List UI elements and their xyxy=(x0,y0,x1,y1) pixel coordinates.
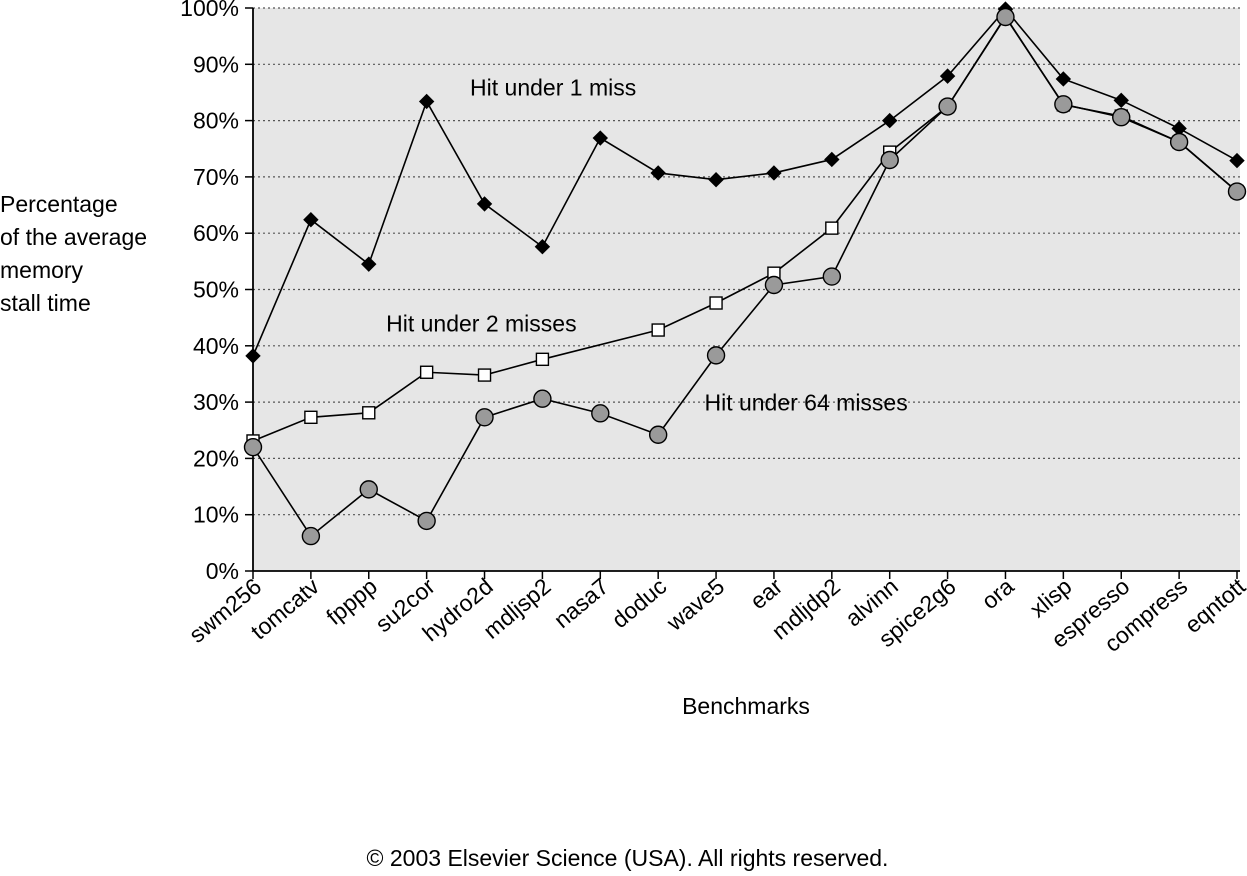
circle-marker xyxy=(996,7,1015,27)
circle-marker xyxy=(359,480,378,499)
y-tick-label: 60% xyxy=(193,220,239,246)
circle-marker xyxy=(706,346,726,365)
circle-marker xyxy=(880,150,899,170)
circle-marker xyxy=(1169,132,1189,152)
y-tick-label: 20% xyxy=(193,445,239,471)
diamond-marker xyxy=(650,165,666,181)
diamond-marker xyxy=(766,165,782,181)
diamond-marker xyxy=(361,256,377,272)
y-tick-label: 50% xyxy=(193,277,239,303)
diamond-marker xyxy=(476,196,493,212)
y-tick-label: 30% xyxy=(193,389,239,415)
y-tick-label: 100% xyxy=(180,0,239,21)
y-axis-title-line: memory xyxy=(0,257,84,283)
diamond-marker xyxy=(1113,92,1129,109)
y-tick-label: 40% xyxy=(193,333,239,359)
y-axis-title-line: of the average xyxy=(0,224,148,250)
circle-marker xyxy=(417,511,436,531)
x-tick-label: ora xyxy=(977,573,1019,614)
series-annotations: Hit under 1 miss Hit under 2 misses Hit un… xyxy=(386,74,908,415)
square-marker xyxy=(477,368,492,382)
y-tick-label: 90% xyxy=(193,51,239,77)
circle-marker xyxy=(648,425,668,444)
circle-marker xyxy=(938,97,957,116)
diamond-marker xyxy=(1055,71,1072,87)
circle-marker xyxy=(1227,182,1247,201)
circle-marker xyxy=(475,408,494,427)
circle-marker xyxy=(243,437,263,457)
y-axis-title: Percentage of the average memory stall t… xyxy=(0,188,175,320)
square-marker xyxy=(651,323,665,337)
x-tick-label: nasa7 xyxy=(549,573,614,633)
diamond-marker xyxy=(708,172,724,188)
y-tick-label: 0% xyxy=(206,558,239,584)
diamond-marker xyxy=(592,130,609,146)
circle-marker xyxy=(764,275,784,295)
circle-marker xyxy=(822,267,842,286)
y-tick-labels: 0% 10% 20% 30% 40% 50% 60% 70% 80% 90% 100% xyxy=(180,0,239,584)
diamond-marker xyxy=(881,112,898,129)
circle-marker xyxy=(301,526,321,546)
square-marker xyxy=(709,296,723,310)
diamond-marker xyxy=(939,68,956,84)
x-axis-title: Benchmarks xyxy=(682,693,810,719)
diamond-marker xyxy=(824,151,840,168)
square-marker xyxy=(419,365,434,379)
x-tick-labels: swm256tomcatvfppppsu2corhydro2dmdljsp2na… xyxy=(184,573,1247,657)
series-annotation: Hit under 64 misses xyxy=(704,390,907,416)
series-markers xyxy=(243,1,1247,546)
circle-marker xyxy=(533,389,552,408)
circle-marker xyxy=(1112,108,1131,127)
diamond-marker xyxy=(1229,152,1245,169)
x-tick-label: doduc xyxy=(607,573,672,633)
series-annotation: Hit under 2 misses xyxy=(386,311,576,337)
copyright-notice: © 2003 Elsevier Science (USA). All right… xyxy=(366,845,889,871)
y-axis-title-line: stall time xyxy=(0,290,91,316)
series-annotation: Hit under 1 miss xyxy=(470,74,636,100)
circle-marker xyxy=(591,404,610,423)
diamond-marker xyxy=(534,239,551,255)
x-tick-label: wave5 xyxy=(661,573,729,636)
y-axis-title-line: Percentage xyxy=(0,191,118,217)
plot-area xyxy=(253,8,1240,571)
circle-marker xyxy=(1054,95,1073,114)
x-tick-label: eqntott xyxy=(1180,573,1247,639)
square-marker xyxy=(825,221,839,235)
y-tick-label: 70% xyxy=(193,164,239,190)
series-line xyxy=(252,7,1238,357)
y-tick-label: 10% xyxy=(193,502,239,528)
x-tick-label: ear xyxy=(745,573,787,615)
x-tick-label: swm256 xyxy=(184,573,266,648)
diamond-marker xyxy=(303,211,319,228)
series-line xyxy=(252,15,1238,538)
diamond-marker xyxy=(418,93,435,110)
y-tick-label: 80% xyxy=(193,108,239,134)
square-marker xyxy=(304,410,318,425)
square-marker xyxy=(535,352,550,367)
diamond-marker xyxy=(245,348,261,364)
axes xyxy=(245,7,1240,579)
square-marker xyxy=(362,406,376,420)
